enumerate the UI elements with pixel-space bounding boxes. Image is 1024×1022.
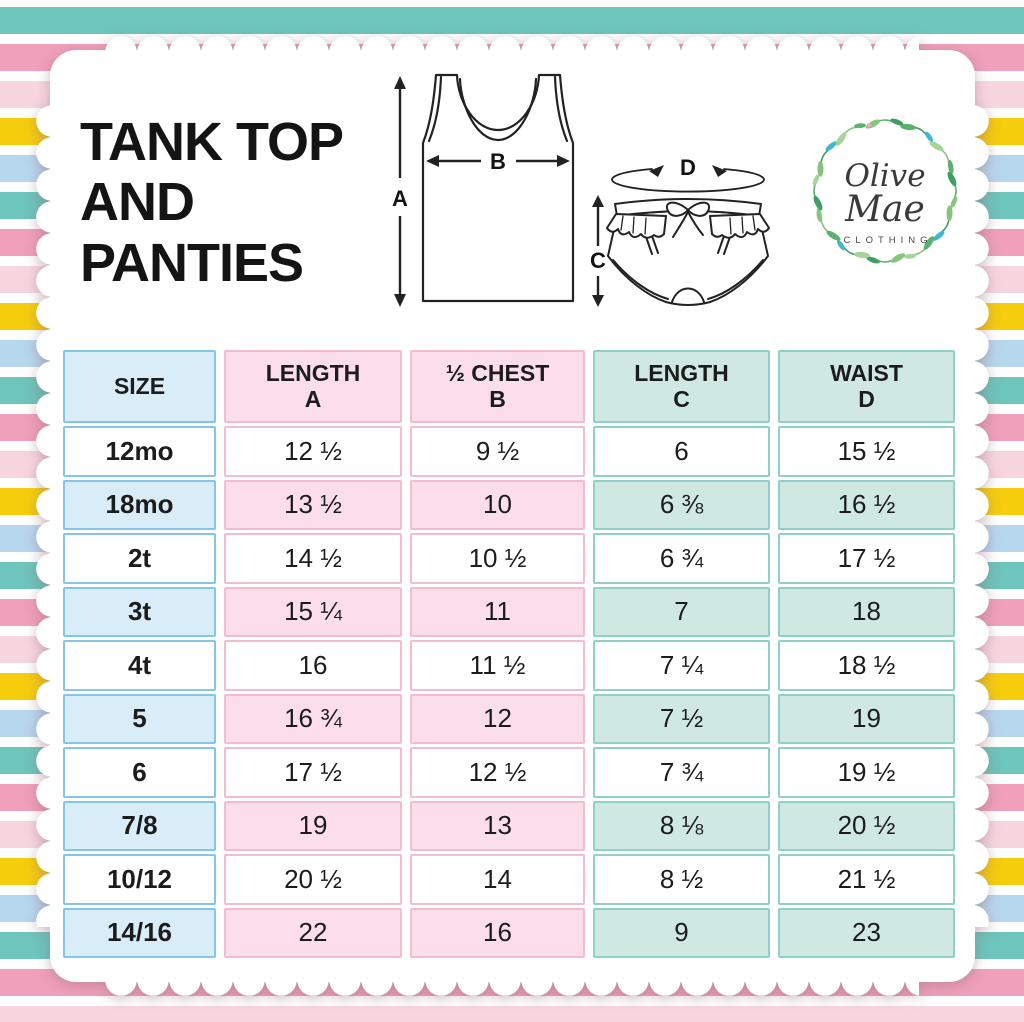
value-cell: 18 ½ [778,640,955,691]
column-header-3: ½ CHEST B [410,350,585,423]
value-cell: 22 [224,907,402,958]
value-cell: 12 ½ [224,426,402,477]
size-cell: 2t [63,533,216,584]
size-cell: 12mo [63,426,216,477]
value-cell: 15 ¼ [224,586,402,637]
size-cell: 10/12 [63,854,216,905]
value-cell: 19 ½ [778,747,955,798]
value-cell: 16 ¾ [224,693,402,744]
tank-top-illustration: A B [392,73,575,307]
value-cell: 9 ½ [410,426,585,477]
scallop-edge-top [105,36,919,52]
size-cell: 6 [63,747,216,798]
panties-crotch-panel [671,287,705,303]
value-cell: 6 ¾ [593,533,770,584]
scallop-edge-bottom [105,980,919,996]
value-cell: 14 [410,854,585,905]
dimension-label-d: D [680,155,696,180]
dimension-arrow-a [394,76,406,307]
value-cell: 20 ½ [224,854,402,905]
panties-ruffle-left [606,213,667,239]
size-cell: 18mo [63,479,216,530]
dimension-label-c: C [590,248,606,273]
value-cell: 11 ½ [410,640,585,691]
value-cell: 19 [224,800,402,851]
tank-armhole-binding-left [427,75,443,143]
size-cell: 5 [63,693,216,744]
value-cell: 6 [593,426,770,477]
value-cell: 10 [410,479,585,530]
dimension-arrow-b [426,155,570,167]
value-cell: 7 ¾ [593,747,770,798]
value-cell: 7 [593,586,770,637]
size-cell: 3t [63,586,216,637]
value-cell: 10 ½ [410,533,585,584]
scallop-edge-right [973,105,989,927]
value-cell: 11 [410,586,585,637]
page-title: TANK TOP AND PANTIES [80,112,344,293]
wreath-decoration [812,118,958,264]
value-cell: 8 ½ [593,854,770,905]
brand-name-line1: Olive [844,158,925,194]
value-cell: 16 ½ [778,479,955,530]
scallop-edge-left [36,105,52,927]
brand-name-line2: Mae [844,189,925,230]
dimension-label-b: B [490,149,506,174]
tank-top-outline [421,73,575,303]
value-cell: 20 ½ [778,800,955,851]
panties-leg-binding-right [707,259,764,300]
value-cell: 15 ½ [778,426,955,477]
tank-neck-binding [458,77,538,142]
dimension-arrow-c [592,195,604,307]
value-cell: 13 [410,800,585,851]
size-cell: 4t [63,640,216,691]
value-cell: 16 [410,907,585,958]
panties-bow [665,201,711,217]
column-header-2: LENGTH A [224,350,402,423]
column-header-1: SIZE [63,350,216,423]
brand-subtitle: CLOTHING [843,235,932,246]
column-header-4: LENGTH C [593,350,770,423]
value-cell: 17 ½ [224,747,402,798]
panties-leg-binding-left [612,259,669,300]
value-cell: 8 ⅛ [593,800,770,851]
value-cell: 9 [593,907,770,958]
size-cell: 7/8 [63,800,216,851]
value-cell: 18 [778,586,955,637]
dimension-arrow-d [611,168,765,193]
value-cell: 12 [410,693,585,744]
value-cell: 16 [224,640,402,691]
value-cell: 6 ⅜ [593,479,770,530]
value-cell: 7 ¼ [593,640,770,691]
panties-ruffle-right [709,213,770,239]
panties-illustration: D C [590,155,770,307]
value-cell: 19 [778,693,955,744]
value-cell: 7 ½ [593,693,770,744]
size-cell: 14/16 [63,907,216,958]
tank-armhole-binding-right [553,75,569,143]
value-cell: 23 [778,907,955,958]
brand-logo: Olive Mae CLOTHING [812,118,958,264]
value-cell: 14 ½ [224,533,402,584]
value-cell: 17 ½ [778,533,955,584]
value-cell: 21 ½ [778,854,955,905]
dimension-label-a: A [392,186,408,211]
panties-waistband [614,198,762,217]
column-header-5: WAIST D [778,350,955,423]
value-cell: 13 ½ [224,479,402,530]
value-cell: 12 ½ [410,747,585,798]
